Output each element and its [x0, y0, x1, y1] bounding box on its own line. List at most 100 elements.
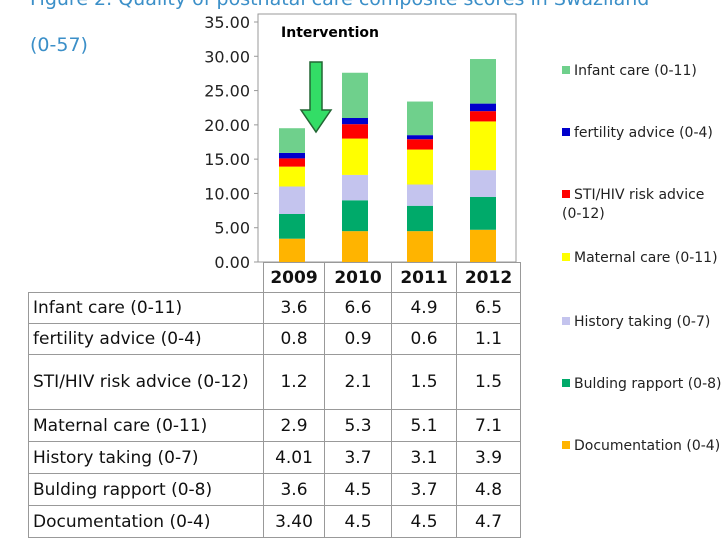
bar-segment: [470, 103, 496, 112]
bar-segment: [279, 186, 305, 214]
table-row: Infant care (0-11) 3.6 6.6 4.9 6.5: [28, 292, 521, 324]
chart-title: Figure 2. Quality of postnatal care comp…: [30, 0, 649, 10]
table-header-row: 2009 2010 2011 2012: [28, 262, 521, 293]
x-tick-label: 2012: [456, 262, 521, 293]
legend-label: fertility advice (0-4): [574, 125, 713, 141]
x-tick-label: 2011: [391, 262, 457, 293]
x-tick-label: 2009: [263, 262, 325, 293]
table-row: History taking (0-7) 4.01 3.7 3.1 3.9: [28, 441, 521, 474]
row-label: Maternal care (0-11): [28, 409, 264, 442]
y-tick-label: 10.00: [204, 184, 250, 203]
legend-label: Bulding rapport (0-8): [574, 376, 722, 392]
legend-swatch: [562, 441, 570, 449]
table-cell: 1.5: [456, 354, 521, 410]
bar-segment: [470, 196, 496, 230]
y-tick-label: 5.00: [214, 219, 250, 238]
table-cell: 4.9: [391, 292, 457, 324]
bar-segment: [279, 238, 305, 262]
intervention-arrow: [299, 61, 333, 134]
legend-item: History taking (0-7): [562, 313, 722, 332]
bar-segment: [470, 229, 496, 262]
table-row: Bulding rapport (0-8) 3.6 4.5 3.7 4.8: [28, 473, 521, 506]
legend-item: Maternal care (0-11): [562, 249, 722, 268]
y-tick-label: 30.00: [204, 47, 250, 66]
y-tick-label: 15.00: [204, 150, 250, 169]
legend-item: Infant care (0-11): [562, 62, 722, 81]
table-cell: 4.01: [263, 441, 325, 474]
bar-segment: [279, 152, 305, 159]
chart-subtitle: (0-57): [30, 34, 88, 56]
row-label: History taking (0-7): [28, 441, 264, 474]
legend-swatch: [562, 379, 570, 387]
bar-segment: [470, 59, 496, 104]
legend-item: Documentation (0-4): [562, 437, 722, 456]
data-table: 2009 2010 2011 2012 Infant care (0-11) 3.6 6.6…: [28, 262, 521, 538]
row-label: fertility advice (0-4): [28, 323, 264, 355]
bar-segment: [342, 138, 368, 175]
bar-segment: [407, 149, 433, 185]
table-corner: [28, 262, 264, 293]
bar-segment: [342, 231, 368, 262]
y-tick-label: 25.00: [204, 82, 250, 101]
table-cell: 7.1: [456, 409, 521, 442]
bar-segment: [407, 135, 433, 140]
table-cell: 2.1: [324, 354, 392, 410]
table-cell: 4.7: [456, 505, 521, 538]
bar-segment: [470, 121, 496, 171]
legend-label: STI/HIV risk advice (0-12): [562, 187, 705, 222]
legend-swatch: [562, 128, 570, 136]
row-label: Infant care (0-11): [28, 292, 264, 324]
table-row: fertility advice (0-4) 0.8 0.9 0.6 1.1: [28, 323, 521, 355]
table-cell: 3.40: [263, 505, 325, 538]
legend-label: Documentation (0-4): [574, 438, 721, 454]
legend-swatch: [562, 317, 570, 325]
legend-item: STI/HIV risk advice (0-12): [562, 186, 722, 224]
table-cell: 0.6: [391, 323, 457, 355]
table-cell: 4.5: [324, 505, 392, 538]
bar-segment: [407, 139, 433, 150]
table-cell: 3.1: [391, 441, 457, 474]
table-cell: 6.5: [456, 292, 521, 324]
bar-segment: [342, 72, 368, 118]
bar-segment: [342, 118, 368, 125]
bar-segment: [279, 214, 305, 239]
legend-item: Bulding rapport (0-8): [562, 375, 722, 394]
table-cell: 1.5: [391, 354, 457, 410]
bar-segment: [407, 231, 433, 262]
table-row: Documentation (0-4) 3.40 4.5 4.5 4.7: [28, 505, 521, 538]
table-cell: 6.6: [324, 292, 392, 324]
table-cell: 3.6: [263, 292, 325, 324]
annotation: Intervention: [281, 25, 379, 41]
table-cell: 3.9: [456, 441, 521, 474]
bar-segment: [342, 200, 368, 232]
legend-swatch: [562, 190, 570, 198]
table-cell: 5.1: [391, 409, 457, 442]
bar-segment: [407, 184, 433, 206]
bar-segment: [342, 124, 368, 139]
bar-segment: [470, 170, 496, 197]
y-tick-label: 20.00: [204, 116, 250, 135]
bar-segment: [279, 158, 305, 167]
table-cell: 0.9: [324, 323, 392, 355]
bar-segment: [407, 101, 433, 136]
table-cell: 1.1: [456, 323, 521, 355]
table-cell: 4.5: [324, 473, 392, 506]
table-cell: 3.6: [263, 473, 325, 506]
table-cell: 1.2: [263, 354, 325, 410]
legend-label: Maternal care (0-11): [574, 250, 718, 266]
x-tick-label: 2010: [324, 262, 392, 293]
table-cell: 5.3: [324, 409, 392, 442]
row-label: STI/HIV risk advice (0-12): [28, 354, 264, 410]
table-cell: 4.5: [391, 505, 457, 538]
table-row: STI/HIV risk advice (0-12) 1.2 2.1 1.5 1.5: [28, 354, 521, 410]
row-label: Bulding rapport (0-8): [28, 473, 264, 506]
bar-segment: [342, 174, 368, 201]
legend-label: History taking (0-7): [574, 314, 711, 330]
legend-swatch: [562, 253, 570, 261]
legend-swatch: [562, 66, 570, 74]
legend-label: Infant care (0-11): [574, 63, 697, 79]
table-cell: 3.7: [324, 441, 392, 474]
table-row: Maternal care (0-11) 2.9 5.3 5.1 7.1: [28, 409, 521, 442]
